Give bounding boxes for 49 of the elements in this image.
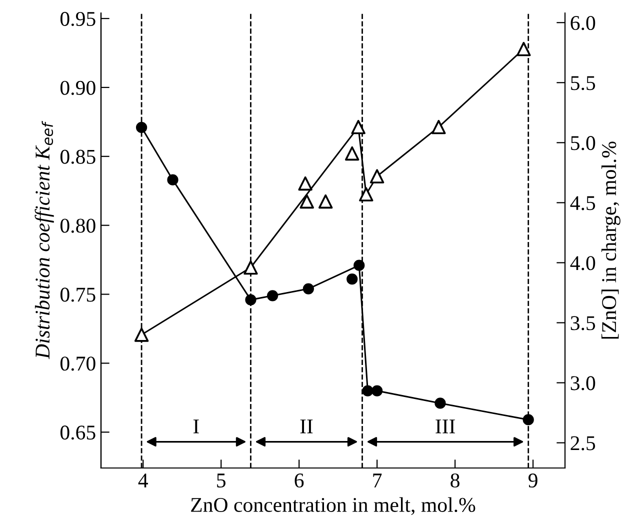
x-tick-label: 5	[217, 474, 226, 488]
point	[318, 194, 333, 209]
y-tick-label: 0.95	[60, 12, 96, 26]
x-axis-title: ZnO concentration in melt, mol.%	[191, 497, 476, 515]
y-tick-label: 0.75	[60, 288, 96, 302]
y2-tick-label: 5.0	[571, 136, 596, 150]
annotation: II	[300, 420, 313, 434]
annotation: III	[436, 420, 455, 434]
x-tick-label: 8	[450, 473, 460, 488]
y2-tick-label: 5.5	[571, 76, 596, 90]
x-tick-label: 7	[373, 474, 382, 488]
y2-axis-title: [ZnO] in charge, mol.%	[601, 142, 620, 339]
point	[244, 260, 258, 275]
point	[354, 260, 365, 271]
point	[351, 120, 366, 134]
point	[344, 146, 360, 161]
point	[136, 122, 148, 134]
point	[516, 42, 531, 56]
y2-tick-label: 3.5	[570, 316, 596, 330]
y-tick-label: 0.70	[60, 356, 96, 371]
y2-tick-label: 4.5	[570, 196, 596, 210]
y2-tick-label: 4.0	[570, 256, 596, 270]
y2-tick-label: 2.5	[570, 436, 596, 450]
point	[298, 176, 312, 191]
point	[300, 194, 314, 209]
point	[370, 169, 384, 184]
point	[134, 328, 149, 342]
x-tick-label: 9	[528, 474, 538, 488]
y-tick-label: 0.65	[60, 426, 96, 440]
point	[302, 283, 314, 294]
y2-tick-label: 6.0	[570, 16, 596, 30]
y-tick-label: 0.90	[60, 80, 96, 95]
x-tick-label: 6	[294, 474, 304, 488]
point	[372, 385, 383, 396]
y-tick-label: 0.85	[60, 150, 96, 164]
point	[522, 414, 534, 426]
annotation: I	[193, 420, 199, 434]
y-axis-title: Distribution coefficient K$_{eef}$	[34, 120, 54, 360]
y-tick-label: 0.80	[60, 218, 96, 233]
point	[359, 187, 374, 202]
point	[245, 294, 256, 306]
y2-tick-label: 3.0	[570, 376, 596, 390]
point	[346, 274, 358, 285]
point	[267, 290, 278, 302]
point	[432, 120, 446, 134]
point	[362, 385, 374, 396]
x-tick-label: 4	[138, 474, 148, 488]
point	[434, 398, 446, 409]
point	[167, 174, 178, 186]
